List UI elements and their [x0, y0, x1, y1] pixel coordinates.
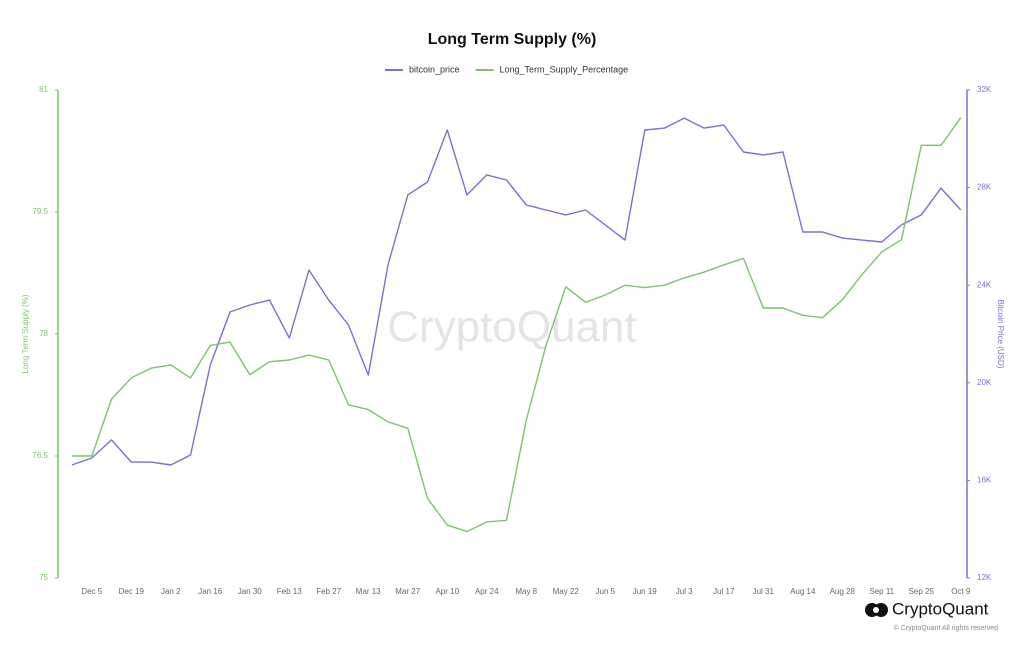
x-tick-label: Sep 11 [869, 587, 894, 596]
y2-tick-label: 16K [977, 476, 992, 485]
x-tick-label: Mar 13 [356, 587, 381, 596]
copyright: © CryptoQuant All rights reserved [894, 624, 998, 632]
x-tick-label: Apr 10 [435, 587, 459, 596]
x-tick-label: Feb 13 [277, 587, 302, 596]
legend-label: Long_Term_Supply_Percentage [500, 64, 629, 74]
brand: CryptoQuant [892, 599, 989, 618]
x-tick-label: Sep 25 [909, 587, 935, 596]
chart-title: Long Term Supply (%) [428, 31, 597, 48]
x-tick-label: May 22 [553, 587, 580, 596]
x-tick-label: Mar 27 [395, 587, 420, 596]
y2-tick-label: 32K [977, 85, 992, 94]
x-tick-label: Oct 9 [951, 587, 971, 596]
brand-logo [865, 603, 888, 617]
x-tick-label: Jun 5 [595, 587, 615, 596]
x-tick-label: Dec 19 [119, 587, 145, 596]
x-tick-label: Jul 17 [713, 587, 735, 596]
x-tick-label: Jun 19 [633, 587, 658, 596]
x-tick-label: Jan 30 [238, 587, 263, 596]
x-tick-label: Jan 2 [161, 587, 181, 596]
x-tick-label: Aug 28 [830, 587, 856, 596]
watermark: CryptoQuant [387, 303, 636, 352]
series-line [71, 117, 962, 466]
y2-tick-label: 20K [977, 378, 992, 387]
x-tick-label: Jul 3 [676, 587, 693, 596]
y2-tick-label: 24K [977, 280, 992, 289]
x-tick-label: Apr 24 [475, 587, 499, 596]
x-tick-label: Aug 14 [790, 587, 816, 596]
y-tick-label: 79.5 [32, 207, 48, 216]
y2-tick-label: 28K [977, 183, 992, 192]
x-tick-label: May 8 [515, 587, 537, 596]
y-tick-label: 81 [39, 85, 48, 94]
x-tick-label: Dec 5 [81, 587, 102, 596]
y-tick-label: 76.5 [32, 451, 48, 460]
x-tick-label: Feb 27 [316, 587, 341, 596]
y-axis-label: Long Term Supply (%) [21, 294, 30, 373]
series-line [72, 117, 962, 533]
y2-axis-label: Bitcoin Price (USD) [996, 300, 1005, 369]
y2-tick-label: 12K [977, 573, 992, 582]
x-tick-label: Jul 31 [753, 587, 775, 596]
x-tick-label: Jan 16 [198, 587, 223, 596]
y-tick-label: 75 [39, 573, 48, 582]
legend-label: bitcoin_price [409, 64, 460, 74]
y-tick-label: 78 [39, 329, 48, 338]
